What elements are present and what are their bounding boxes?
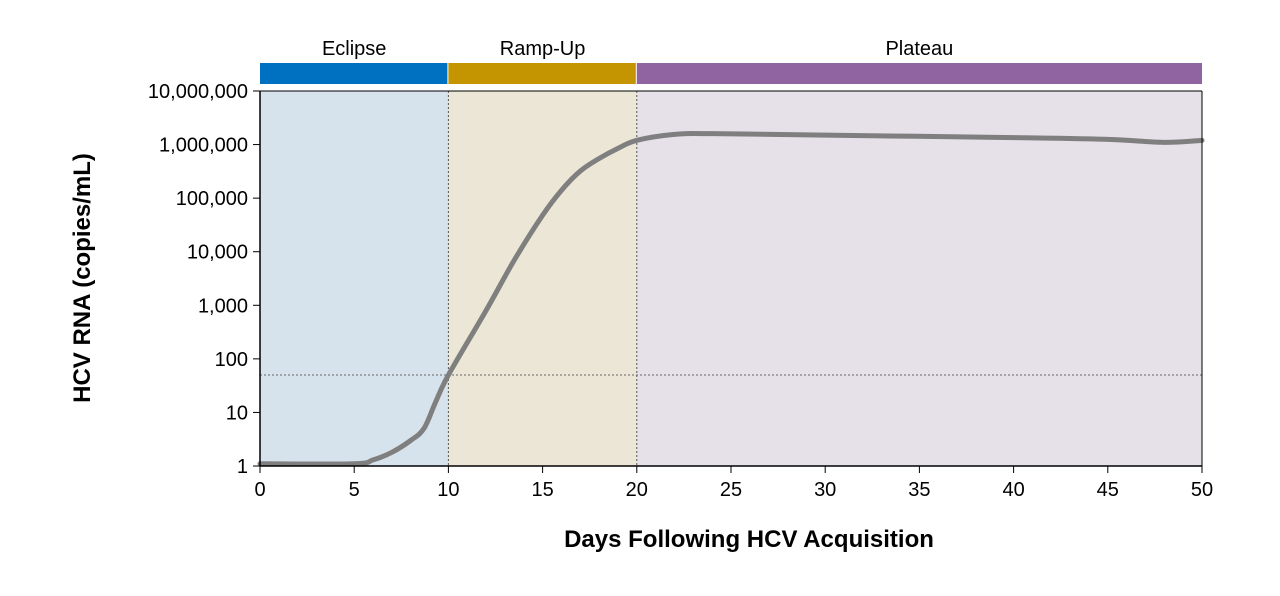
x-tick-label: 5: [349, 479, 360, 501]
x-tick-label: 50: [1191, 479, 1213, 501]
phase-region-eclipse: [260, 91, 449, 466]
phase-bar-plateau: [636, 63, 1202, 84]
phase-dividers: [447, 91, 638, 466]
y-tick-label: 10,000: [187, 242, 248, 264]
x-tick-label: 40: [1002, 479, 1024, 501]
phase-bar-ramp-up: [448, 63, 636, 84]
phase-bars: [260, 63, 1202, 84]
x-tick-label: 45: [1097, 479, 1119, 501]
x-axis-ticks: 0 5 10 15 20 25 30 35 40 45 50: [254, 466, 1213, 501]
x-tick-label: 35: [908, 479, 930, 501]
x-tick-label: 0: [254, 479, 265, 501]
y-tick-label: 100,000: [176, 188, 248, 210]
phase-regions: [260, 91, 1202, 466]
x-tick-label: 30: [814, 479, 836, 501]
y-axis-label: HCV RNA (copies/mL): [69, 153, 96, 403]
phase-label-ramp-up: Ramp-Up: [500, 38, 586, 60]
x-tick-label: 20: [626, 479, 648, 501]
y-tick-label: 10: [226, 402, 248, 424]
phase-bar-eclipse: [260, 63, 448, 84]
phase-label-eclipse: Eclipse: [322, 38, 386, 60]
phase-label-plateau: Plateau: [885, 38, 953, 60]
y-tick-label: 1,000,000: [159, 135, 248, 157]
phase-region-plateau: [636, 91, 1202, 466]
y-tick-label: 1,000: [198, 295, 248, 317]
x-tick-label: 10: [437, 479, 459, 501]
series-line: [257, 131, 1205, 467]
x-tick-label: 15: [531, 479, 553, 501]
y-tick-label: 1: [237, 456, 248, 478]
y-axis-ticks: 1 10 100 1,000 10,000 100,000 1,000,000 10,000,…: [148, 81, 260, 478]
x-axis-label: Days Following HCV Acquisition: [564, 526, 934, 553]
x-tick-label: 25: [720, 479, 742, 501]
phase-region-ramp-up: [448, 91, 637, 466]
phase-labels: Eclipse Ramp-Up Plateau: [322, 38, 953, 60]
y-tick-label: 100: [215, 349, 248, 371]
y-tick-label: 10,000,000: [148, 81, 248, 103]
